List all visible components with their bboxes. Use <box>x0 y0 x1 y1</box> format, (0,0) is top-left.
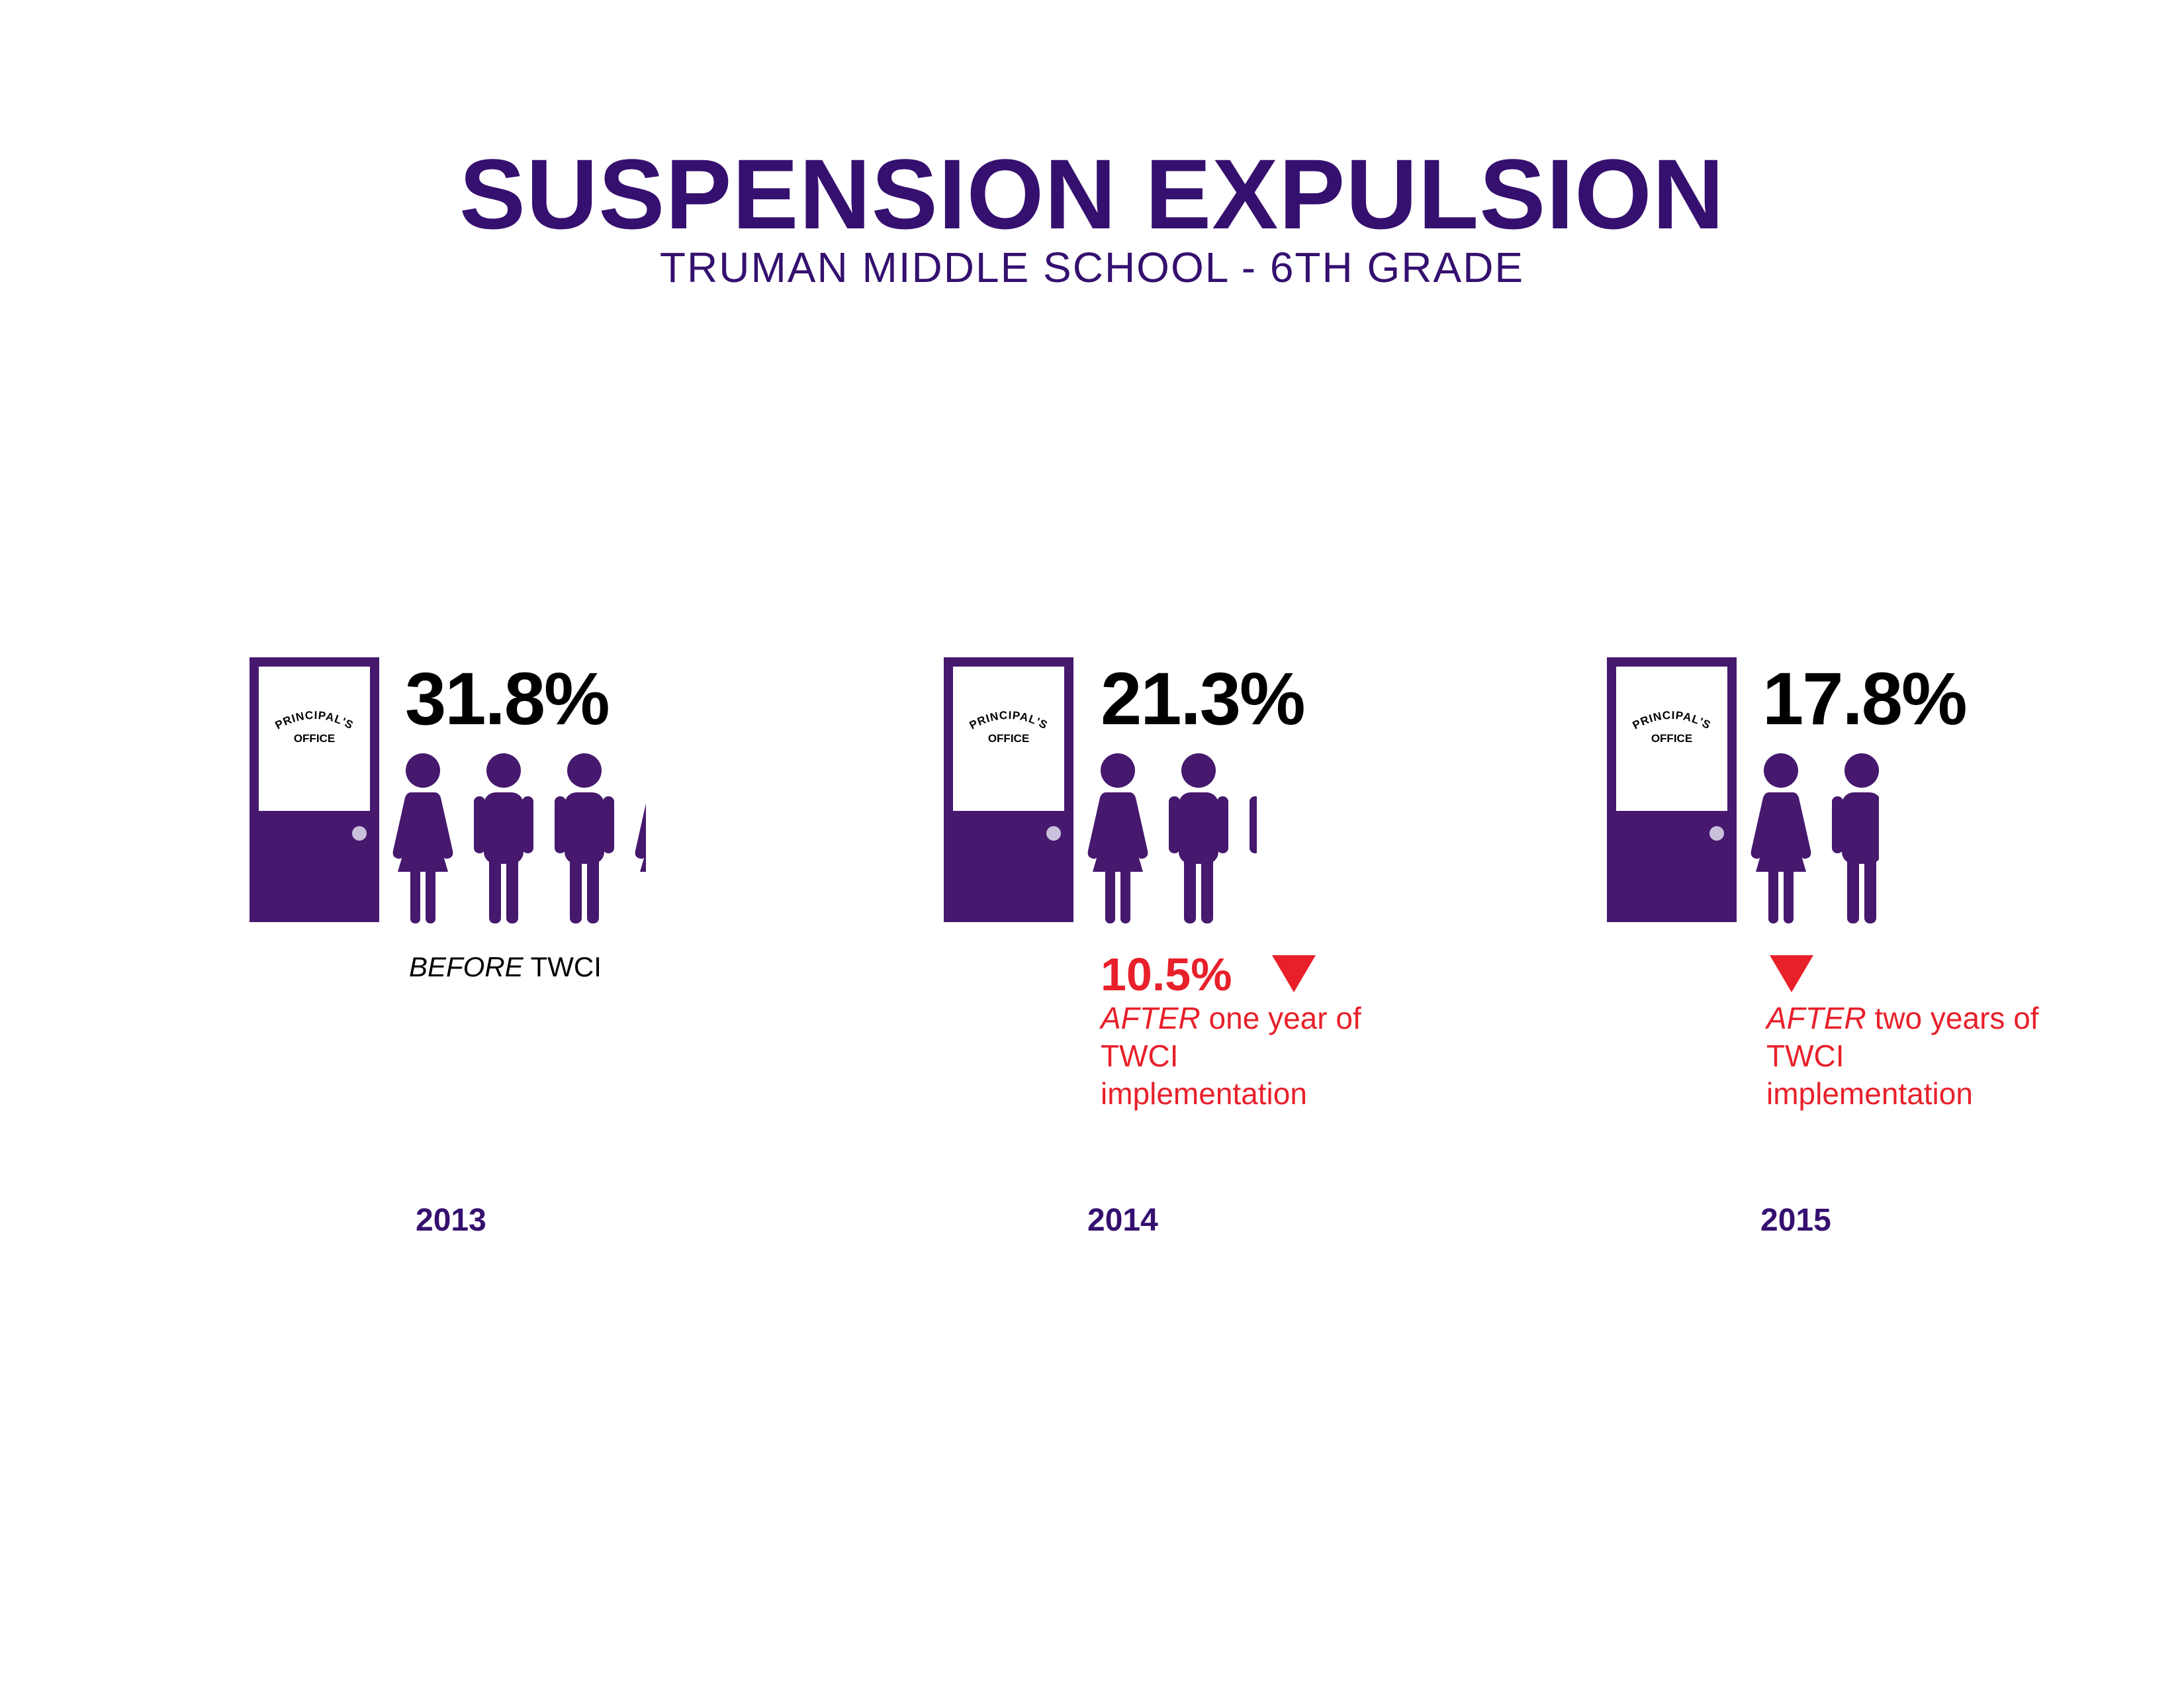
door-sign-line2: OFFICE <box>294 732 335 745</box>
people-icons-2014 <box>1087 753 1257 923</box>
year-label-2013: 2013 <box>416 1203 486 1238</box>
value-label-2014: 21.3% <box>1101 657 1306 740</box>
door-sign-line2: OFFICE <box>988 732 1029 745</box>
person-male-icon <box>1169 753 1228 923</box>
year-label-2015: 2015 <box>1760 1203 1831 1238</box>
value-label-2015: 17.8% <box>1762 657 1968 740</box>
person-male-icon <box>1250 796 1257 853</box>
chart-title: SUSPENSION EXPULSION <box>459 138 1725 250</box>
note-2013: BEFORE TWCI <box>409 951 602 982</box>
person-female-icon <box>1087 753 1148 923</box>
person-female-icon <box>392 753 453 923</box>
person-male-icon <box>555 753 614 923</box>
door-sign-line2: OFFICE <box>1651 732 1692 745</box>
people-icons-2015 <box>1751 753 1879 923</box>
change-label-2014: 10.5% <box>1101 949 1232 1000</box>
down-triangle-icon-2014 <box>1272 955 1316 992</box>
person-female-icon <box>1751 753 1811 923</box>
year-label-2014: 2014 <box>1087 1203 1158 1238</box>
note-2015: AFTER two years of TWCI implementation <box>1766 1001 2039 1111</box>
value-label-2013: 31.8% <box>405 657 610 740</box>
person-male-icon <box>1832 753 1879 923</box>
door-icon-2014: PRINCIPAL'S OFFICE <box>944 657 1073 922</box>
note-2014: AFTER one year of TWCI implementation <box>1101 1001 1361 1111</box>
door-icon-2015: PRINCIPAL'S OFFICE <box>1607 657 1737 922</box>
people-icons-2013 <box>392 753 646 923</box>
chart-subtitle: TRUMAN MIDDLE SCHOOL - 6TH GRADE <box>659 244 1525 291</box>
person-female-icon <box>635 803 646 872</box>
person-male-icon <box>474 753 533 923</box>
door-icon-2013: PRINCIPAL'S OFFICE <box>250 657 379 922</box>
down-triangle-icon-2015 <box>1770 955 1813 992</box>
